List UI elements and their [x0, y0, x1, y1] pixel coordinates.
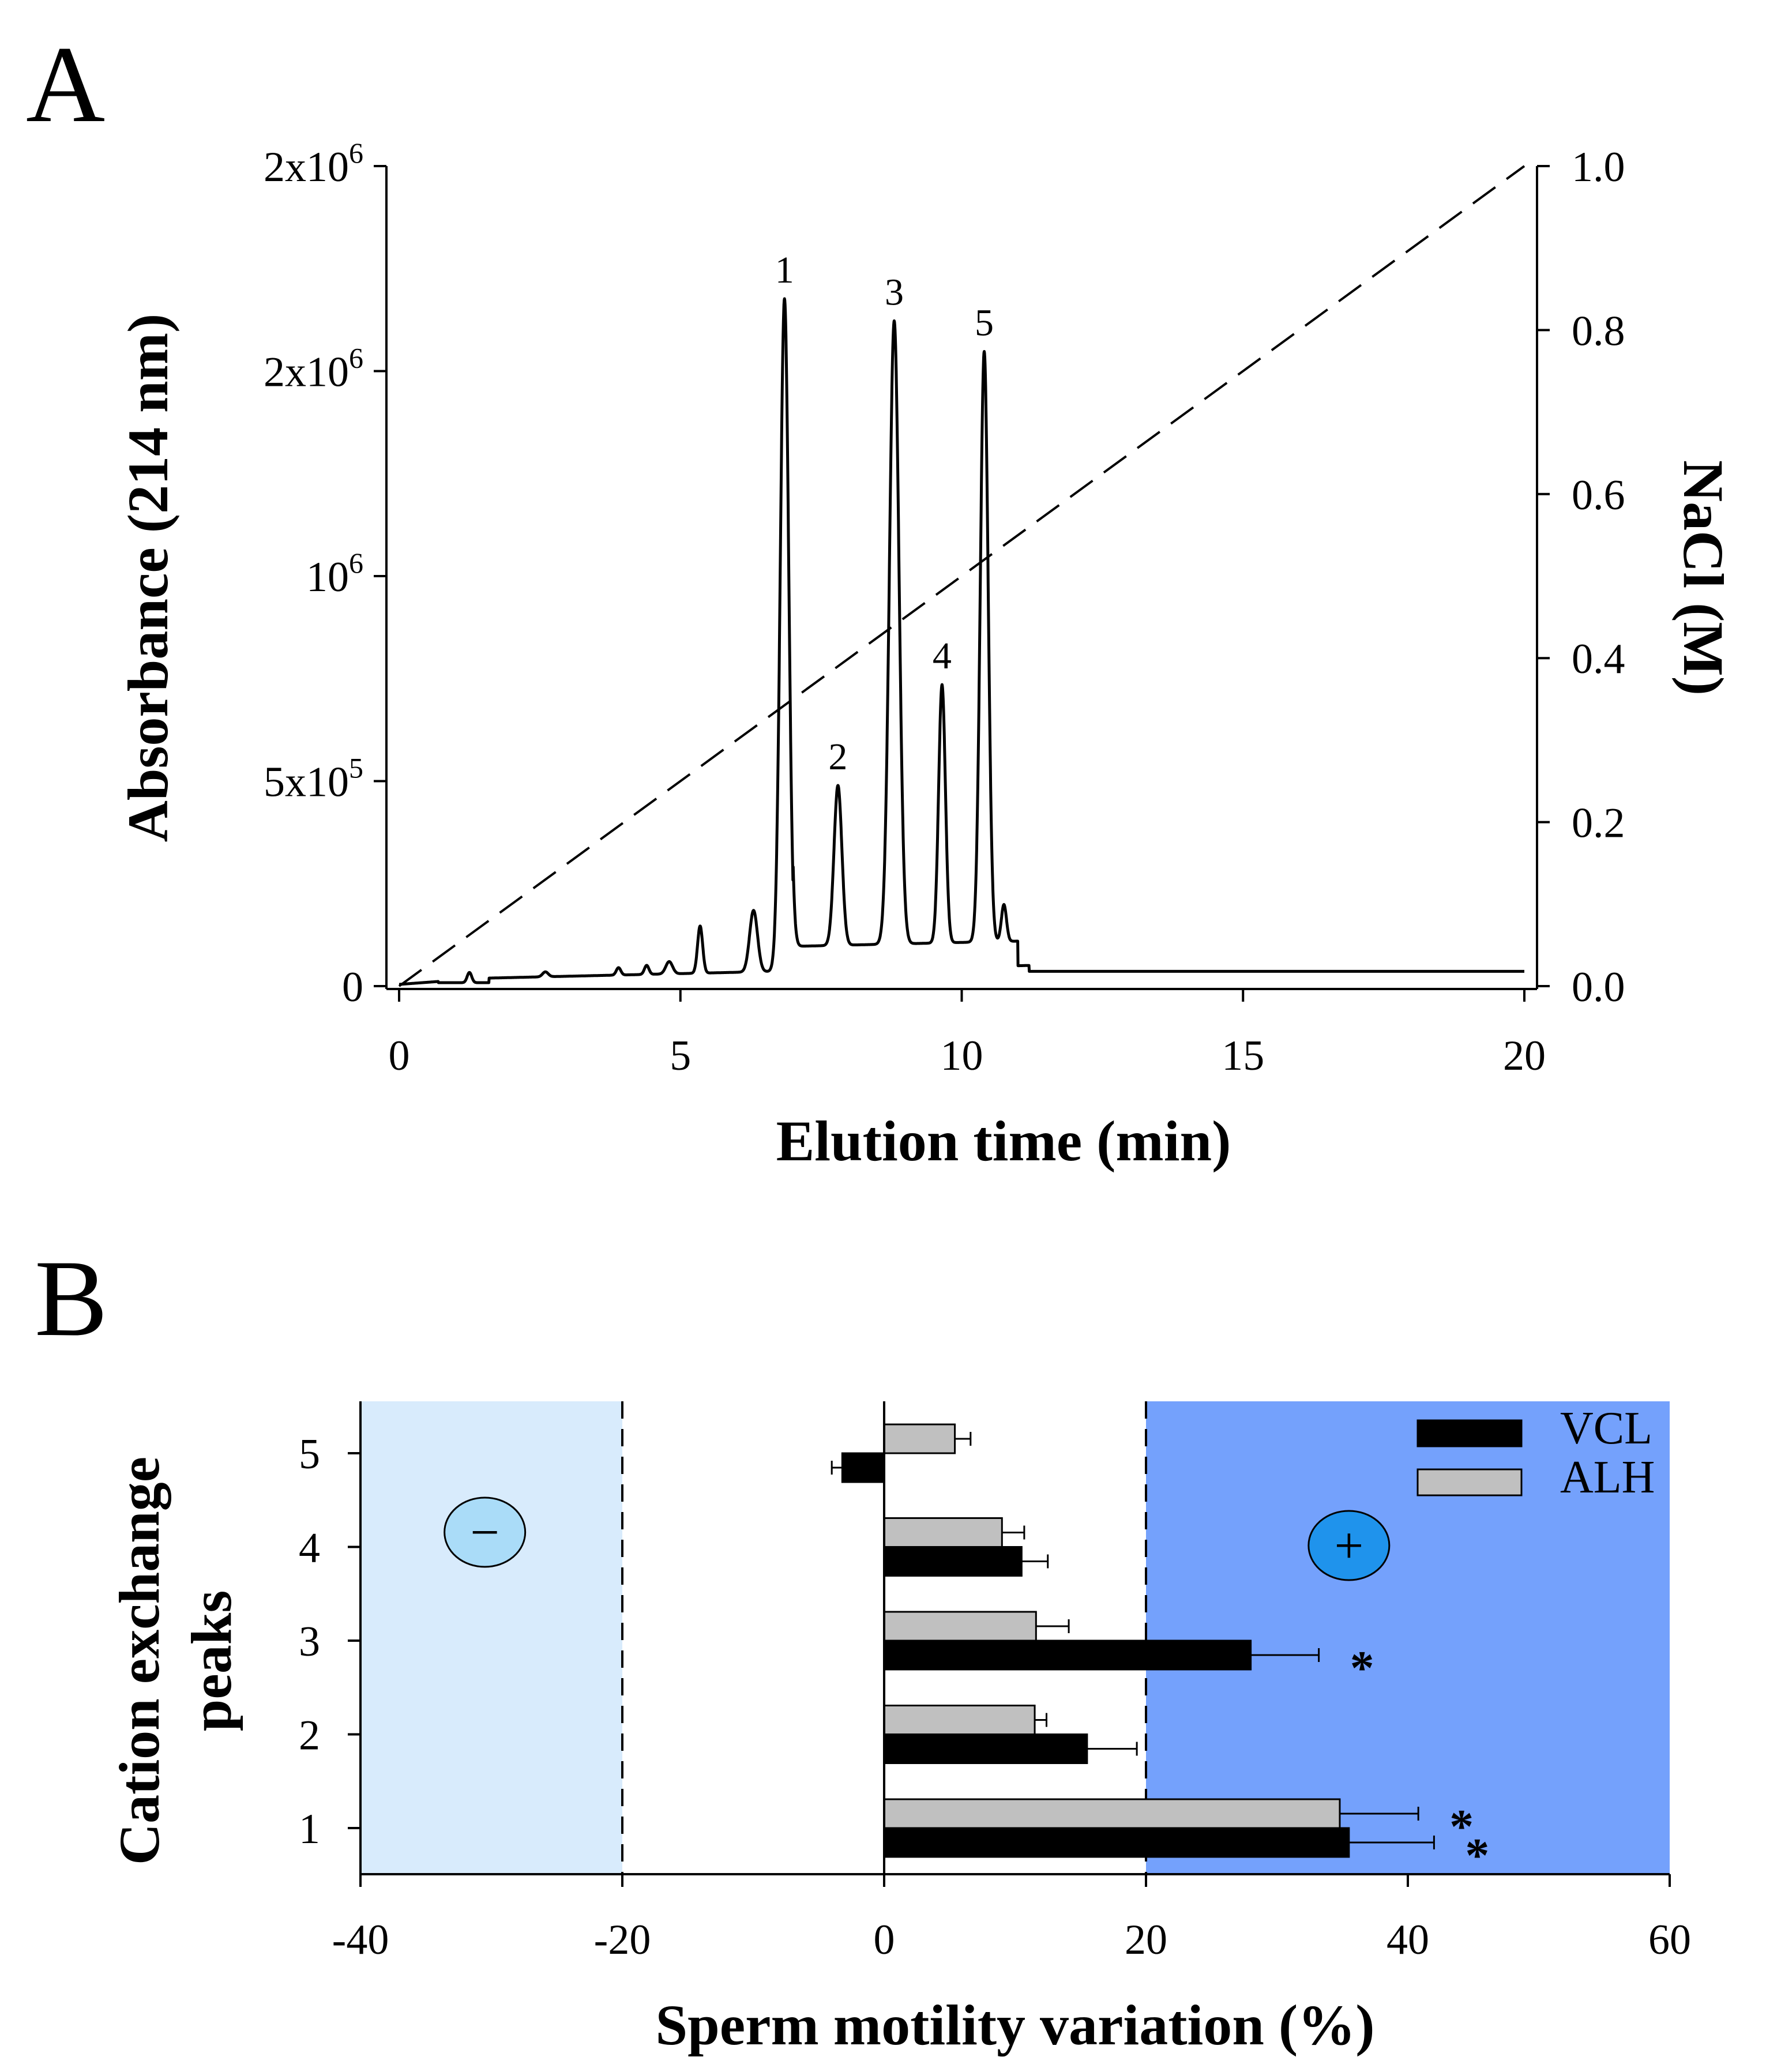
- bar-y-tick-label: 5: [299, 1431, 320, 1478]
- significance-mark: *: [1449, 1800, 1474, 1853]
- bar-x-tick-label: 0: [874, 1916, 895, 1964]
- y-tick-label: 2x106: [264, 342, 363, 396]
- x-tick-label: 15: [1222, 1032, 1264, 1080]
- y2-tick-label: 0.0: [1572, 964, 1625, 1011]
- y-tick-base: 2x10: [264, 144, 349, 191]
- y-tick-label: 2x106: [264, 137, 363, 191]
- bar-alh: [883, 1705, 1036, 1735]
- legend-label: ALH: [1560, 1452, 1655, 1503]
- zone-badge: [444, 1496, 527, 1568]
- legend-swatch: [1416, 1419, 1523, 1447]
- bar-x-tick-label: 20: [1125, 1916, 1167, 1964]
- peak-label: 3: [885, 271, 904, 313]
- y-tick-base: 5x10: [264, 759, 349, 806]
- y-tick-exponent: 6: [349, 137, 363, 169]
- peak-label: 4: [933, 635, 952, 677]
- bar-x-tick-label: 60: [1648, 1916, 1691, 1964]
- bar-alh: [883, 1798, 1341, 1829]
- peak-label: 5: [975, 302, 994, 344]
- bar-y-axis-title: Cation exchange peaks: [107, 1457, 243, 1865]
- zone-sign: −: [470, 1504, 499, 1561]
- bar-y-tick-label: 3: [299, 1618, 320, 1665]
- y2-axis-title: NaCl (M): [1671, 460, 1735, 695]
- bar-x-tick-label: -40: [332, 1916, 389, 1964]
- panel-b-label: B: [35, 1238, 108, 1359]
- bar-alh: [883, 1423, 956, 1454]
- bar-vcl: [883, 1639, 1252, 1671]
- right-y-ticks: 0.0 0.2 0.4 0.6 0.8 1.0: [1537, 144, 1625, 1011]
- nacl-gradient-line: [398, 165, 1525, 987]
- effect-zones: − +: [360, 1401, 1670, 1874]
- y-axis-title: Absorbance (214 nm): [116, 314, 180, 843]
- bar-alh: [883, 1611, 1037, 1642]
- bar-x-ticks: -40 -20 0 20 40 60: [332, 1401, 1691, 1964]
- bar-vcl: [841, 1452, 885, 1483]
- absorbance-trace: [398, 297, 1525, 986]
- bar-vcl: [883, 1546, 1023, 1577]
- y2-tick-label: 0.6: [1572, 472, 1625, 519]
- y2-tick-label: 1.0: [1572, 144, 1625, 191]
- chromatogram-axes: [385, 166, 1538, 990]
- bar-y-axis-title-line2: peaks: [179, 1590, 243, 1732]
- bar-y-ticks: 1 2 3 4 5: [299, 1431, 360, 1853]
- x-tick-label: 0: [389, 1032, 410, 1080]
- peak-label: 1: [775, 249, 794, 291]
- bar-x-tick-label: 40: [1387, 1916, 1429, 1964]
- bar-y-tick-label: 2: [299, 1712, 320, 1759]
- x-ticks: 0 5 10 15 20: [389, 989, 1546, 1080]
- y-tick-exponent: 6: [349, 342, 363, 374]
- significance-mark: *: [1350, 1641, 1374, 1695]
- y-tick-label: 0: [342, 964, 363, 1011]
- peak-labels: 1 2 3 4 5: [775, 249, 994, 778]
- y2-tick-label: 0.2: [1572, 800, 1625, 847]
- bar-vcl: [883, 1827, 1350, 1858]
- legend-swatch: [1416, 1468, 1523, 1496]
- y-tick-base: 0: [342, 964, 363, 1011]
- zone-sign: +: [1334, 1517, 1363, 1574]
- y-tick-label: 106: [306, 547, 363, 601]
- legend-label: VCL: [1560, 1403, 1652, 1454]
- effect-zone: [360, 1401, 622, 1874]
- bar-axes: [359, 1401, 1670, 1875]
- bar-x-tick-label: -20: [594, 1916, 651, 1964]
- x-tick-label: 20: [1503, 1032, 1546, 1080]
- y-tick-label: 5x105: [264, 752, 363, 806]
- y-tick-base: 2x10: [264, 349, 349, 396]
- x-tick-label: 5: [670, 1032, 691, 1080]
- y2-tick-label: 0.4: [1572, 635, 1625, 683]
- bar-y-tick-label: 1: [299, 1806, 320, 1853]
- bar-vcl: [883, 1733, 1088, 1764]
- bars: ***: [831, 1423, 1489, 1882]
- bar-y-axis-title-line1: Cation exchange: [107, 1457, 171, 1865]
- y-tick-exponent: 5: [349, 752, 363, 784]
- x-tick-label: 10: [941, 1032, 983, 1080]
- bar-y-tick-label: 4: [299, 1525, 320, 1572]
- y2-tick-label: 0.8: [1572, 307, 1625, 355]
- y-tick-base: 10: [306, 554, 349, 601]
- bar-x-axis-title: Sperm motility variation (%): [655, 1993, 1374, 2057]
- y-tick-exponent: 6: [349, 547, 363, 579]
- peak-label: 2: [828, 736, 847, 778]
- bar-alh: [883, 1517, 1003, 1548]
- panel-a-label: A: [26, 24, 105, 145]
- x-axis-title: Elution time (min): [776, 1109, 1231, 1173]
- effect-zone: [1146, 1401, 1670, 1874]
- zone-badge: [1307, 1510, 1391, 1581]
